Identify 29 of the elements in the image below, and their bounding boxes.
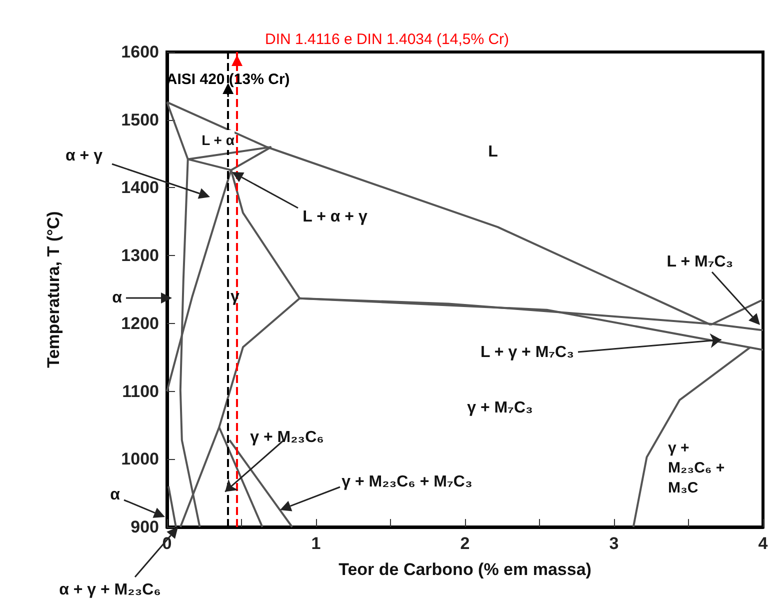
annotation: γ + M₂₃C₆ + M₇C₃ xyxy=(342,474,472,490)
annotation: L xyxy=(488,144,498,160)
annotation: L + γ + M₇C₃ xyxy=(480,344,574,361)
annotation: γ + M₂₃C₆ xyxy=(250,428,324,446)
annotation: γ + M₇C₃ xyxy=(467,400,533,416)
annotation: γ + M₂₃C₆ + M₃C xyxy=(668,440,725,496)
x-tick-label: 2 xyxy=(460,534,470,553)
y-tick-label: 1600 xyxy=(121,42,159,62)
annotation: L + α + γ xyxy=(302,208,368,226)
annotation: L + α xyxy=(202,132,235,148)
x-tick-label: 3 xyxy=(609,534,619,553)
ref-line-label: DIN 1.4116 e DIN 1.4034 (14,5% Cr) xyxy=(265,31,510,48)
x-tick-label: 4 xyxy=(758,534,768,553)
y-tick-label: 1100 xyxy=(122,382,159,401)
y-tick-label: 1200 xyxy=(121,314,159,333)
y-tick-label: 1300 xyxy=(121,246,159,266)
y-tick-label: 1400 xyxy=(121,178,159,198)
text: α xyxy=(110,486,120,504)
y-tick-label: 900 xyxy=(130,518,159,536)
annotation: γ xyxy=(230,288,240,306)
text: α + γ xyxy=(66,148,103,164)
annotation: L + M₇C₃ xyxy=(666,254,734,270)
text: α xyxy=(112,290,122,306)
text: α + γ + M₂₃C₆ xyxy=(59,582,161,598)
x-axis-title: Teor de Carbono (% em massa) xyxy=(338,560,592,579)
y-tick-label: 1000 xyxy=(121,450,159,469)
x-tick-label: 1 xyxy=(311,534,321,553)
y-axis-title: Temperatura, T (°C) xyxy=(44,211,63,368)
y-tick-label: 1500 xyxy=(121,110,159,130)
